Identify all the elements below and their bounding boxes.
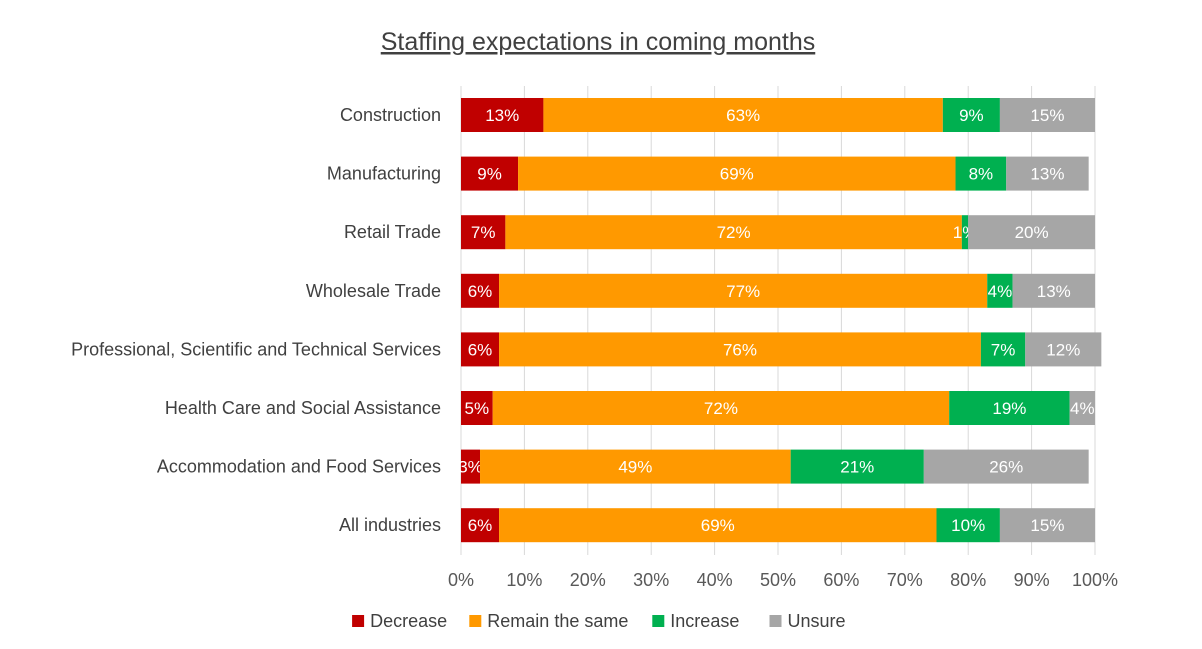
legend-label: Decrease (370, 611, 447, 631)
bar-segment-increase (955, 156, 1007, 191)
data-label: 19% (992, 399, 1026, 418)
legend: Decrease Remain the same Increase Unsure (352, 611, 846, 631)
data-label: 77% (726, 282, 760, 301)
bar-segment-increase (961, 215, 969, 250)
data-label: 13% (1030, 165, 1064, 184)
x-tick-label: 90% (1014, 570, 1050, 590)
data-label: 21% (840, 458, 874, 477)
legend-swatch (652, 615, 665, 627)
bar-segment-increase (949, 391, 1070, 425)
bar-segment-increase (987, 273, 1013, 308)
x-tick-label: 30% (633, 570, 669, 590)
data-label: 4% (1070, 399, 1095, 418)
x-tick-label: 60% (823, 570, 859, 590)
data-label: 5% (465, 399, 490, 418)
bar-segment-decrease (461, 332, 500, 367)
data-label: 49% (618, 458, 652, 477)
bar-segment-unsure (1006, 156, 1089, 191)
legend-swatch (352, 615, 365, 627)
bar-segment-unsure (999, 508, 1095, 543)
data-label: 20% (1015, 223, 1049, 242)
bar-segment-decrease (461, 391, 493, 425)
data-label: 76% (723, 340, 757, 359)
x-tick-label: 70% (887, 570, 923, 590)
x-tick-label: 40% (697, 570, 733, 590)
category-label: Construction (340, 105, 441, 125)
bar-segment-unsure (1069, 391, 1095, 425)
legend-swatch (769, 615, 782, 627)
data-label: 26% (989, 458, 1023, 477)
category-label: Professional, Scientific and Technical S… (71, 339, 441, 359)
x-tick-label: 50% (760, 570, 796, 590)
x-tick-label: 20% (570, 570, 606, 590)
legend-swatch (469, 615, 482, 627)
data-label: 6% (468, 282, 493, 301)
bar-segment-remain-the-same (499, 508, 937, 543)
x-tick-label: 0% (448, 570, 474, 590)
bar-segment-unsure (1025, 332, 1102, 367)
chart-title: Staffing expectations in coming months (381, 28, 816, 56)
bar-segment-remain-the-same (499, 273, 988, 308)
bar-segment-increase (980, 332, 1026, 367)
x-tick-label: 80% (950, 570, 986, 590)
data-label: 8% (969, 165, 994, 184)
bar-segment-remain-the-same (543, 98, 943, 132)
bar-segment-decrease (461, 449, 481, 484)
bar-segment-increase (942, 98, 1000, 132)
data-label: 7% (991, 340, 1016, 359)
data-label: 13% (485, 106, 519, 125)
bar-segment-decrease (461, 156, 519, 191)
data-label: 72% (704, 399, 738, 418)
data-label: 69% (701, 516, 735, 535)
x-axis-ticks: 0% 10% 20% 30% 40% 50% 60% 70% 80% 90% 100% (448, 570, 1118, 590)
data-label: 15% (1030, 516, 1064, 535)
bar-segment-increase (790, 449, 924, 484)
data-label: 7% (471, 223, 496, 242)
bar-segment-unsure (923, 449, 1089, 484)
bar-segment-remain-the-same (480, 449, 791, 484)
data-label: 13% (1037, 282, 1071, 301)
bars: 13% 63% 9% 15%9% 69% 8% 13%7% 72% 1% 20%6% 77% 4% 13… (458, 98, 1102, 543)
category-label: Manufacturing (327, 164, 441, 184)
data-label: 63% (726, 106, 760, 125)
data-label: 9% (959, 106, 984, 125)
category-label: Health Care and Social Assistance (165, 398, 441, 418)
data-label: 6% (468, 516, 493, 535)
data-label: 12% (1046, 340, 1080, 359)
data-label: 15% (1030, 106, 1064, 125)
data-label: 10% (951, 516, 985, 535)
data-label: 6% (468, 340, 493, 359)
data-label: 72% (717, 223, 751, 242)
gridlines (460, 86, 1096, 555)
data-label: 3% (458, 458, 483, 477)
category-label: Wholesale Trade (306, 281, 441, 301)
bar-segment-remain-the-same (518, 156, 956, 191)
category-label: All industries (339, 515, 441, 535)
x-tick-label: 10% (506, 570, 542, 590)
bar-segment-decrease (461, 98, 544, 132)
data-label: 9% (477, 165, 502, 184)
bar-segment-increase (936, 508, 1000, 543)
x-tick-label: 100% (1072, 570, 1118, 590)
bar-segment-remain-the-same (505, 215, 962, 250)
bar-segment-unsure (968, 215, 1095, 250)
data-label: 69% (720, 165, 754, 184)
bar-segment-decrease (461, 215, 506, 250)
bar-segment-unsure (1012, 273, 1095, 308)
category-label: Accommodation and Food Services (157, 457, 441, 477)
legend-label: Remain the same (487, 611, 628, 631)
category-labels: Construction Manufacturing Retail Trade Who… (71, 105, 441, 535)
bar-segment-decrease (461, 273, 500, 308)
category-label: Retail Trade (344, 222, 441, 242)
legend-label: Increase (670, 611, 739, 631)
bar-segment-remain-the-same (499, 332, 981, 367)
bar-segment-decrease (461, 508, 500, 543)
legend-label: Unsure (788, 611, 846, 631)
bar-segment-unsure (999, 98, 1095, 132)
bar-segment-remain-the-same (492, 391, 950, 425)
data-label: 4% (988, 282, 1013, 301)
